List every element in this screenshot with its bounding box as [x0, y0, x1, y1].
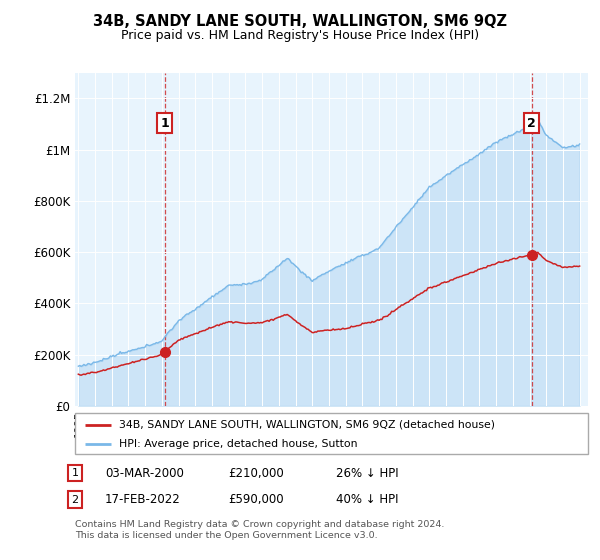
- Text: 34B, SANDY LANE SOUTH, WALLINGTON, SM6 9QZ (detached house): 34B, SANDY LANE SOUTH, WALLINGTON, SM6 9…: [119, 419, 494, 430]
- Text: 17-FEB-2022: 17-FEB-2022: [105, 493, 181, 506]
- Text: HPI: Average price, detached house, Sutton: HPI: Average price, detached house, Sutt…: [119, 438, 357, 449]
- Text: Price paid vs. HM Land Registry's House Price Index (HPI): Price paid vs. HM Land Registry's House …: [121, 29, 479, 42]
- Text: 34B, SANDY LANE SOUTH, WALLINGTON, SM6 9QZ: 34B, SANDY LANE SOUTH, WALLINGTON, SM6 9…: [93, 14, 507, 29]
- Text: £210,000: £210,000: [228, 466, 284, 480]
- Text: 40% ↓ HPI: 40% ↓ HPI: [336, 493, 398, 506]
- Text: 1: 1: [160, 116, 169, 129]
- Text: 26% ↓ HPI: 26% ↓ HPI: [336, 466, 398, 480]
- Text: 2: 2: [71, 494, 79, 505]
- Text: £590,000: £590,000: [228, 493, 284, 506]
- Text: 03-MAR-2000: 03-MAR-2000: [105, 466, 184, 480]
- Text: This data is licensed under the Open Government Licence v3.0.: This data is licensed under the Open Gov…: [75, 531, 377, 540]
- Text: Contains HM Land Registry data © Crown copyright and database right 2024.: Contains HM Land Registry data © Crown c…: [75, 520, 445, 529]
- Text: 2: 2: [527, 116, 536, 129]
- Text: 1: 1: [71, 468, 79, 478]
